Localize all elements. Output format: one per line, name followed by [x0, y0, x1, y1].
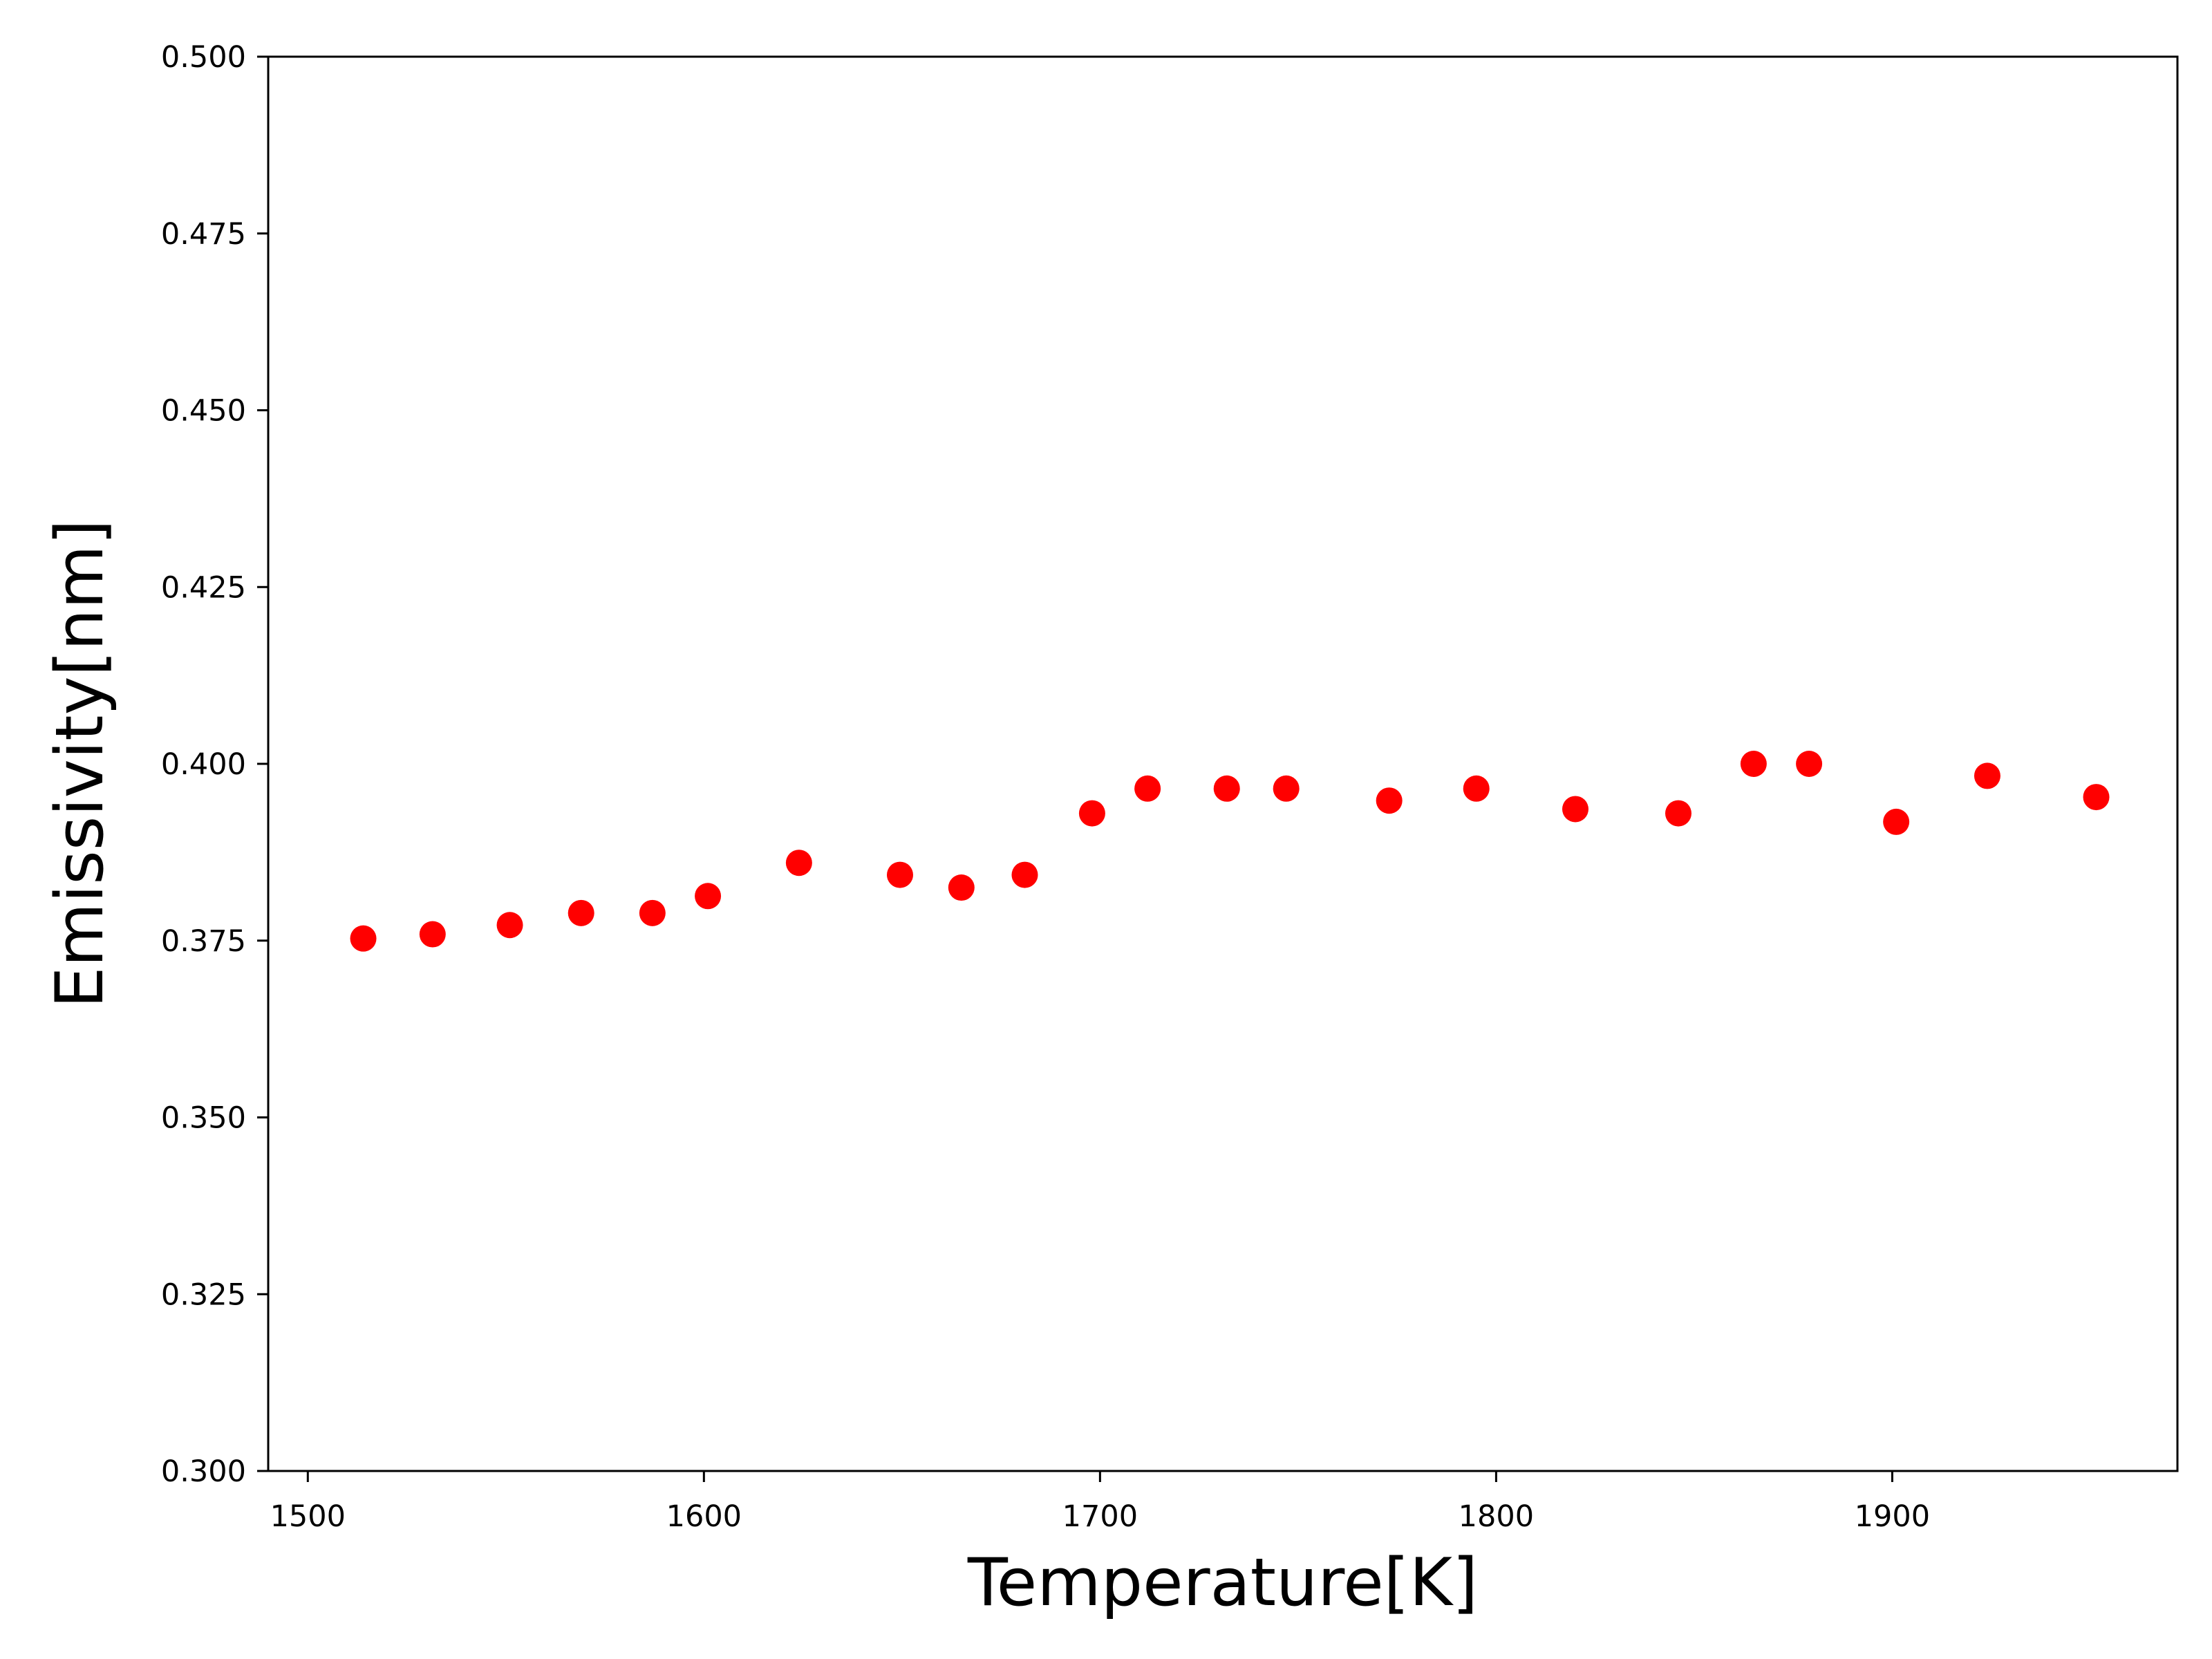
data-point: [1134, 775, 1161, 802]
data-point: [1740, 751, 1767, 777]
data-point: [350, 925, 377, 952]
y-axis-label: Emissivity[nm]: [42, 519, 118, 1008]
x-tick-label: 1600: [666, 1499, 742, 1534]
y-tick-label: 0.350: [161, 1101, 246, 1136]
y-tick-label: 0.325: [161, 1277, 246, 1312]
x-axis-label: Temperature[K]: [967, 1545, 1478, 1621]
data-point: [785, 850, 812, 877]
data-point: [886, 861, 913, 888]
data-point: [639, 899, 666, 926]
x-tick-label: 1700: [1062, 1499, 1138, 1534]
y-axis-ticks: 0.300 0.325 0.350 0.375 0.400 0.425 0.450 0.475…: [161, 40, 268, 1489]
y-tick-label: 0.400: [161, 747, 246, 782]
data-point: [1562, 796, 1588, 823]
data-point: [1273, 775, 1300, 802]
data-point: [1376, 787, 1403, 814]
data-points: [350, 751, 2110, 952]
y-tick-label: 0.300: [161, 1454, 246, 1489]
x-tick-label: 1800: [1459, 1499, 1534, 1534]
data-point: [496, 912, 523, 939]
data-point: [1796, 751, 1823, 777]
x-tick-label: 1900: [1855, 1499, 1930, 1534]
y-tick-label: 0.450: [161, 394, 246, 429]
y-tick-label: 0.500: [161, 40, 246, 75]
data-point: [1011, 861, 1038, 888]
y-tick-label: 0.425: [161, 570, 246, 605]
data-point: [1974, 762, 2000, 789]
data-point: [419, 921, 446, 948]
data-point: [1213, 775, 1240, 802]
x-tick-label: 1500: [270, 1499, 346, 1534]
data-point: [1883, 808, 1910, 835]
data-point: [695, 883, 722, 910]
data-point: [948, 874, 975, 901]
data-point: [1078, 800, 1105, 827]
y-tick-label: 0.375: [161, 924, 246, 959]
y-tick-label: 0.475: [161, 217, 246, 252]
data-point: [1463, 775, 1490, 802]
x-axis-ticks: 1500 1600 1700 1800 1900: [270, 1471, 1930, 1534]
data-point: [1665, 800, 1691, 827]
data-point: [2083, 784, 2110, 811]
data-point: [568, 899, 594, 926]
plot-frame: [267, 55, 2179, 1472]
